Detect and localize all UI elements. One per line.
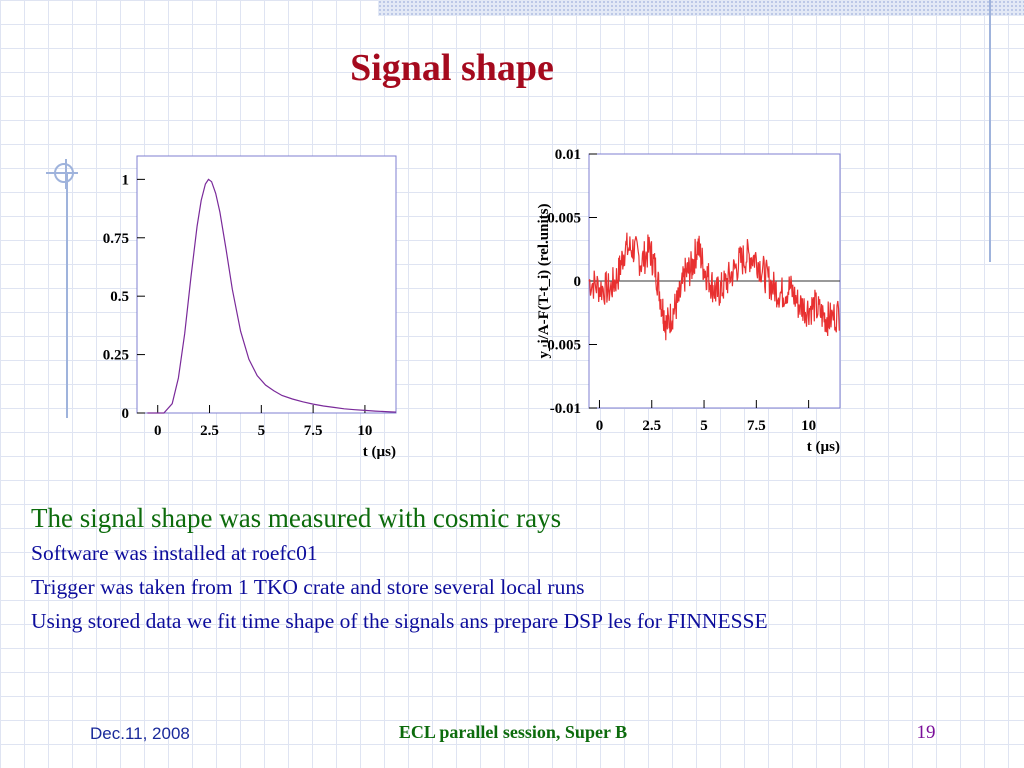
signal-shape-svg: 0 2.5 5 7.5 10 0 0.25 0.5 0.75 1 t (µs) [103,155,397,460]
y-tick-label: 0.25 [103,348,129,364]
x-axis-label: t (µs) [363,444,396,460]
fit-residuals-chart: 0 2.5 5 7.5 10 -0.01 -0.005 0 0.005 0.01 t (µs) y_i… [520,142,850,467]
crosshair-icon [46,159,78,189]
y-axis-label: y_i/A-F(T-t_i) (rel.units) [536,204,552,359]
y-tick-label: 0 [122,406,130,422]
page-number: 19 [916,722,936,743]
y-tick-label: 0.01 [555,147,581,163]
decorative-header-band [378,0,1024,16]
footer-session: ECL parallel session, Super B [398,722,628,742]
x-tick-label: 5 [700,418,708,434]
decorative-vertical-line [989,0,991,262]
signal-shape-chart: 0 2.5 5 7.5 10 0 0.25 0.5 0.75 1 t (µs) [80,142,410,467]
y-tick-label: 0.75 [103,231,129,247]
x-tick-label: 7.5 [747,418,766,434]
x-tick-label: 10 [801,418,816,434]
x-axis-label: t (µs) [807,439,840,455]
x-tick-label: 0 [596,418,604,434]
decorative-left-line [66,172,68,418]
body-line-trigger: Trigger was taken from 1 TKO crate and s… [31,575,585,599]
y-tick-label: 1 [122,172,130,188]
x-tick-label: 10 [357,423,372,439]
y-tick-label: 0.005 [547,211,581,227]
footer-date: Dec.11, 2008 [90,724,190,743]
x-tick-label: 0 [154,423,162,439]
x-tick-label: 2.5 [200,423,219,439]
y-tick-label: -0.005 [542,338,581,354]
x-tick-label: 5 [258,423,266,439]
body-lead-line: The signal shape was measured with cosmi… [31,503,562,533]
slide-body: The signal shape was measured with cosmi… [31,500,911,638]
fit-residuals-svg: 0 2.5 5 7.5 10 -0.01 -0.005 0 0.005 0.01 t (µs) y_i… [536,147,841,455]
plot-frame [136,155,397,414]
slide-title: Signal shape [350,47,554,89]
y-tick-label: 0.5 [110,289,129,305]
x-tick-label: 7.5 [304,423,323,439]
body-line-dsp: Using stored data we fit time shape of t… [31,609,768,633]
x-tick-label: 2.5 [642,418,661,434]
y-tick-label: 0 [574,274,582,290]
series-line [588,232,840,341]
series-line [147,178,397,414]
y-tick-label: -0.01 [550,401,581,417]
body-line-software: Software was installed at roefc01 [31,541,318,565]
